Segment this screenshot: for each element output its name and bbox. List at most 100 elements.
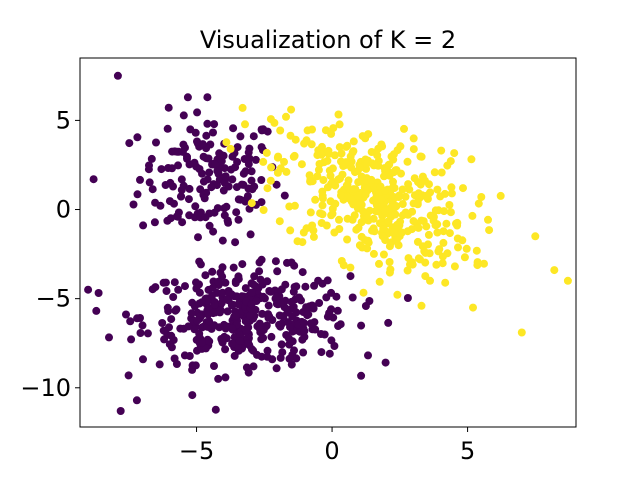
scatter-point-cluster-1 xyxy=(333,306,342,315)
scatter-point-cluster-2 xyxy=(480,259,488,268)
scatter-point-cluster-1 xyxy=(302,303,311,312)
scatter-point-cluster-1 xyxy=(244,184,253,193)
scatter-point-cluster-1 xyxy=(136,175,144,184)
scatter-point-cluster-1 xyxy=(246,311,255,320)
scatter-point-cluster-2 xyxy=(416,255,424,264)
y-tick-label: −10 xyxy=(20,374,71,402)
scatter-point-cluster-2 xyxy=(517,328,526,337)
scatter-point-cluster-2 xyxy=(398,200,407,208)
scatter-point-cluster-2 xyxy=(485,226,494,235)
scatter-point-cluster-2 xyxy=(458,236,467,245)
scatter-point-cluster-1 xyxy=(286,323,294,332)
scatter-point-cluster-1 xyxy=(234,195,243,204)
scatter-point-cluster-1 xyxy=(241,167,250,176)
scatter-point-cluster-2 xyxy=(364,236,373,245)
scatter-point-cluster-1 xyxy=(201,271,210,280)
scatter-point-cluster-2 xyxy=(247,199,256,208)
scatter-point-cluster-1 xyxy=(263,346,272,355)
scatter-point-cluster-1 xyxy=(152,138,160,147)
scatter-point-cluster-1 xyxy=(257,143,266,152)
scatter-point-cluster-2 xyxy=(300,139,309,148)
scatter-point-cluster-2 xyxy=(367,175,376,184)
scatter-point-cluster-1 xyxy=(151,283,160,292)
scatter-point-cluster-2 xyxy=(450,149,459,158)
scatter-point-cluster-2 xyxy=(263,184,272,193)
scatter-point-cluster-1 xyxy=(208,283,217,292)
scatter-point-cluster-1 xyxy=(264,301,273,310)
x-tick-label: 5 xyxy=(460,437,475,465)
scatter-point-cluster-2 xyxy=(387,152,396,161)
scatter-point-cluster-1 xyxy=(346,272,355,281)
scatter-point-cluster-1 xyxy=(218,236,227,245)
scatter-point-cluster-2 xyxy=(308,125,316,134)
scatter-point-cluster-1 xyxy=(276,299,285,308)
scatter-point-cluster-2 xyxy=(306,177,315,186)
scatter-point-cluster-2 xyxy=(467,155,476,164)
scatter-point-cluster-2 xyxy=(337,149,346,158)
scatter-point-cluster-2 xyxy=(314,165,323,174)
scatter-point-cluster-1 xyxy=(166,214,175,223)
scatter-point-cluster-2 xyxy=(262,148,271,157)
scatter-point-cluster-1 xyxy=(232,183,241,192)
scatter-point-cluster-2 xyxy=(318,201,327,210)
scatter-point-cluster-1 xyxy=(185,160,194,169)
scatter-point-cluster-2 xyxy=(433,185,442,194)
scatter-point-cluster-1 xyxy=(179,111,188,120)
scatter-point-cluster-1 xyxy=(249,132,258,141)
scatter-point-cluster-2 xyxy=(380,206,389,215)
scatter-point-cluster-2 xyxy=(318,142,326,151)
scatter-point-cluster-2 xyxy=(377,195,386,204)
scatter-point-cluster-1 xyxy=(191,202,200,211)
scatter-point-cluster-2 xyxy=(441,278,450,287)
scatter-point-cluster-1 xyxy=(183,93,192,102)
scatter-point-cluster-1 xyxy=(208,291,216,300)
scatter-point-cluster-2 xyxy=(371,207,380,215)
scatter-point-cluster-2 xyxy=(384,217,393,226)
scatter-point-cluster-1 xyxy=(221,172,230,181)
scatter-point-cluster-1 xyxy=(92,306,101,315)
scatter-point-cluster-1 xyxy=(231,311,240,320)
scatter-point-cluster-2 xyxy=(477,193,486,201)
scatter-point-cluster-2 xyxy=(408,207,417,216)
scatter-point-cluster-2 xyxy=(378,232,387,241)
scatter-point-cluster-1 xyxy=(113,71,122,80)
scatter-point-cluster-2 xyxy=(462,244,471,253)
scatter-point-cluster-1 xyxy=(209,128,217,137)
scatter-point-cluster-2 xyxy=(259,157,268,166)
scatter-point-cluster-2 xyxy=(349,137,358,146)
scatter-point-cluster-1 xyxy=(198,140,207,149)
scatter-point-cluster-1 xyxy=(210,362,218,370)
scatter-point-cluster-1 xyxy=(348,293,357,302)
scatter-point-cluster-1 xyxy=(179,140,188,149)
scatter-point-cluster-2 xyxy=(484,215,492,224)
scatter-point-cluster-1 xyxy=(357,321,366,330)
scatter-point-cluster-2 xyxy=(397,169,405,178)
scatter-point-cluster-1 xyxy=(247,288,256,297)
scatter-point-cluster-1 xyxy=(185,184,194,193)
scatter-point-cluster-1 xyxy=(299,318,308,327)
scatter-point-cluster-2 xyxy=(439,238,448,247)
scatter-point-cluster-1 xyxy=(246,230,255,239)
scatter-point-cluster-1 xyxy=(165,197,174,206)
scatter-point-cluster-1 xyxy=(169,293,178,301)
scatter-point-cluster-2 xyxy=(267,163,276,172)
scatter-point-cluster-1 xyxy=(172,360,181,368)
scatter-point-cluster-1 xyxy=(203,119,212,128)
scatter-point-cluster-2 xyxy=(358,243,367,252)
y-tick-label: 5 xyxy=(56,106,71,134)
scatter-point-cluster-2 xyxy=(438,259,447,268)
scatter-point-cluster-1 xyxy=(162,287,171,295)
scatter-point-cluster-1 xyxy=(257,255,266,264)
scatter-point-cluster-1 xyxy=(364,351,372,360)
scatter-point-cluster-1 xyxy=(299,348,308,357)
scatter-point-cluster-1 xyxy=(279,312,288,321)
scatter-point-cluster-1 xyxy=(263,277,272,286)
scatter-point-cluster-1 xyxy=(180,351,189,360)
scatter-point-cluster-2 xyxy=(318,210,327,219)
scatter-point-cluster-1 xyxy=(139,221,148,230)
scatter-point-cluster-2 xyxy=(454,243,462,252)
scatter-point-cluster-2 xyxy=(238,103,247,112)
scatter-point-cluster-2 xyxy=(563,276,572,285)
scatter-point-cluster-2 xyxy=(305,171,314,180)
scatter-point-cluster-2 xyxy=(468,211,477,220)
